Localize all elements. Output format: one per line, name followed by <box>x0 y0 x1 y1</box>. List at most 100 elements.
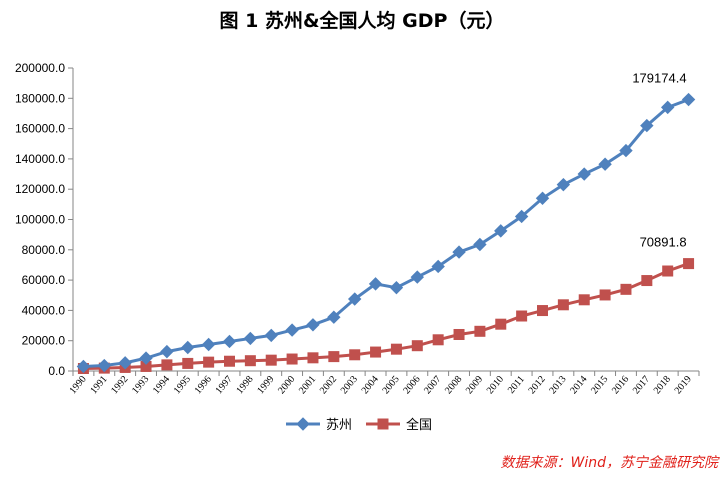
data-point <box>222 334 237 349</box>
x-tick-label: 2014 <box>568 374 589 396</box>
data-point <box>598 157 612 171</box>
data-point <box>306 318 320 332</box>
data-point <box>328 351 340 363</box>
data-point <box>203 356 215 368</box>
data-point <box>286 353 298 365</box>
data-point <box>681 92 696 107</box>
y-tick-label: 160000.0 <box>15 122 65 136</box>
data-point <box>390 343 402 355</box>
x-tick-label: 2013 <box>547 374 568 396</box>
data-point <box>224 355 235 367</box>
legend-item: 全国 <box>366 417 432 433</box>
x-tick-label: 2015 <box>589 374 610 396</box>
series-suzhou <box>76 92 696 374</box>
x-tick-label: 1996 <box>193 374 214 396</box>
data-point <box>118 356 132 370</box>
y-tick-label: 100000.0 <box>15 213 65 227</box>
data-point <box>327 310 341 324</box>
x-tick-label: 2005 <box>380 374 401 396</box>
data-point <box>599 289 611 301</box>
data-point <box>537 305 548 317</box>
series-line <box>83 262 690 370</box>
data-point <box>641 275 653 287</box>
data-point <box>514 209 529 224</box>
x-tick-label: 2007 <box>422 374 443 396</box>
x-tick-label: 1994 <box>151 374 172 396</box>
data-point <box>619 143 633 158</box>
series-layer <box>76 92 696 375</box>
series-line <box>83 98 690 368</box>
data-point <box>660 100 675 115</box>
x-tick-label: 2019 <box>673 374 694 396</box>
legend-swatch-marker <box>377 418 389 430</box>
data-point <box>349 349 361 361</box>
x-axis: 1990 1991 1992 1993 1994 1995 1996 1997 1998 1999… <box>67 370 700 396</box>
data-point <box>410 270 425 284</box>
x-tick-label: 2006 <box>401 374 422 396</box>
data-point <box>181 340 195 355</box>
x-tick-label: 2004 <box>360 374 381 396</box>
data-label: 179174.4 <box>632 71 686 86</box>
data-point <box>368 277 383 291</box>
x-tick-label: 2010 <box>485 374 506 396</box>
chart-title: 图 1 苏州&全国人均 GDP（元） <box>219 10 505 32</box>
data-point <box>452 245 466 259</box>
data-point <box>76 359 91 374</box>
y-tick-label: 80000.0 <box>22 243 66 257</box>
legend-label: 苏州 <box>326 417 352 433</box>
y-tick-label: 60000.0 <box>22 273 66 287</box>
source-note: 数据来源：Wind，苏宁金融研究院 <box>500 455 719 471</box>
data-point <box>264 328 278 343</box>
data-point <box>244 355 256 367</box>
x-tick-label: 2012 <box>527 374 548 396</box>
legend-swatch-marker <box>296 417 310 431</box>
data-point <box>620 283 632 295</box>
data-point <box>160 344 174 359</box>
data-point <box>577 167 591 181</box>
x-tick-label: 1992 <box>109 374 130 396</box>
series-national <box>77 258 695 375</box>
data-point <box>411 340 423 352</box>
data-point <box>307 352 319 364</box>
x-tick-label: 1998 <box>234 374 255 396</box>
x-tick-label: 2011 <box>506 374 527 396</box>
x-tick-label: 2016 <box>610 374 631 396</box>
data-point <box>556 177 571 192</box>
data-point <box>431 259 445 274</box>
data-point <box>432 334 444 346</box>
data-point <box>683 258 695 270</box>
data-point <box>473 237 487 252</box>
data-point <box>557 299 569 311</box>
annotation-layer: 179174.4 70891.8 <box>632 71 686 250</box>
y-axis: 0.0 20000.0 40000.0 60000.0 80000.0 100000.0 1… <box>15 61 74 378</box>
data-point <box>97 358 112 373</box>
data-point <box>139 351 153 365</box>
data-point <box>535 191 550 205</box>
legend: 苏州 全国 <box>286 417 432 433</box>
y-tick-label: 0.0 <box>48 364 65 378</box>
x-tick-label: 2003 <box>339 374 360 396</box>
y-tick-label: 20000.0 <box>22 334 66 348</box>
data-point <box>140 360 152 372</box>
legend-label: 全国 <box>406 417 432 433</box>
x-tick-label: 2002 <box>318 374 339 396</box>
x-tick-label: 2000 <box>276 374 297 396</box>
y-tick-label: 40000.0 <box>22 303 66 317</box>
x-tick-label: 2009 <box>464 374 485 396</box>
x-tick-label: 2018 <box>652 374 673 396</box>
y-tick-label: 180000.0 <box>15 91 65 105</box>
x-tick-label: 1995 <box>172 374 193 396</box>
x-tick-label: 1999 <box>255 374 276 396</box>
y-tick-label: 200000.0 <box>15 61 65 75</box>
data-point <box>243 331 258 346</box>
data-point <box>285 323 299 337</box>
y-tick-label: 140000.0 <box>15 152 65 166</box>
data-point <box>495 318 507 330</box>
data-point <box>578 294 590 306</box>
x-tick-label: 1993 <box>130 374 151 396</box>
data-point <box>662 265 674 277</box>
data-point <box>453 328 465 340</box>
data-point <box>640 118 654 133</box>
y-tick-label: 120000.0 <box>15 182 65 196</box>
